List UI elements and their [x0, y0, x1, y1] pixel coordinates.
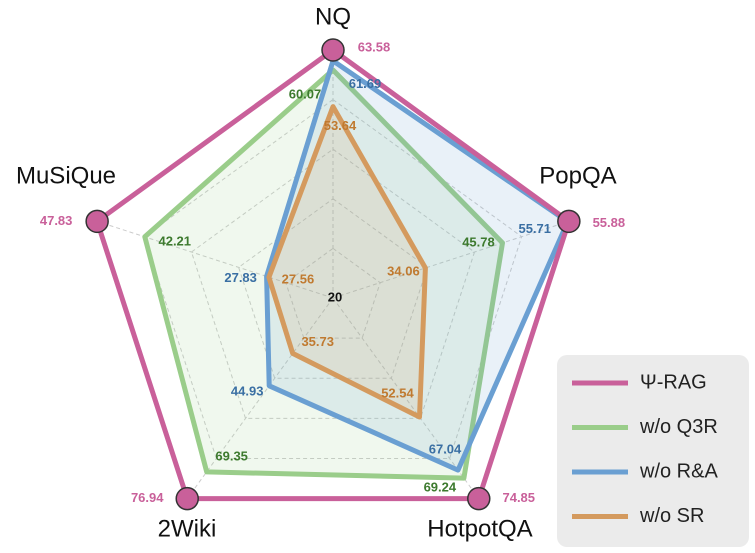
axis-label: 2Wiki	[158, 515, 217, 542]
grid-spoke	[96, 220, 334, 299]
radial-min-label: 20	[328, 289, 342, 304]
value-label: 74.85	[502, 490, 535, 505]
value-label: 44.93	[231, 383, 264, 398]
vertex-marker	[85, 209, 109, 234]
grid-ring	[238, 198, 428, 379]
value-label: 69.24	[424, 480, 457, 495]
plot-area: 60.07 45.78 69.24 69.35 42.21 61.69 55.71 67.04…	[40, 38, 626, 511]
series-polygon	[94, 47, 572, 502]
value-label: 61.69	[349, 76, 382, 91]
vertex-marker	[467, 486, 491, 511]
value-label: 34.06	[387, 263, 420, 278]
grid-spoke	[332, 297, 480, 499]
legend-label: Ψ-RAG	[640, 371, 707, 393]
vertex-marker	[175, 486, 199, 511]
value-label: 47.83	[40, 213, 73, 228]
value-label: 69.35	[215, 448, 248, 463]
value-label: 67.04	[429, 442, 462, 457]
vertex-marker	[321, 38, 345, 62]
axis-label: MuSiQue	[16, 162, 116, 189]
value-label: 53.64	[324, 118, 357, 133]
series-polygon	[266, 104, 428, 420]
legend-label: w/o Q3R	[639, 416, 718, 438]
value-label: 76.94	[131, 490, 164, 505]
value-label: 27.56	[282, 272, 315, 287]
legend-label: w/o SR	[639, 505, 704, 527]
legend: Ψ-RAG w/o Q3R w/o R&A w/o SR	[557, 355, 749, 547]
legend-box	[557, 355, 749, 547]
value-label: 35.73	[301, 334, 334, 349]
axis-label: HotpotQA	[427, 515, 532, 542]
value-label: 60.07	[289, 86, 322, 101]
value-label: 27.83	[224, 270, 257, 285]
value-label: 55.71	[518, 221, 551, 236]
grid-spoke	[332, 220, 570, 299]
series-polygon	[142, 67, 505, 481]
axis-label: PopQA	[539, 162, 616, 189]
value-label: 63.58	[358, 39, 391, 54]
vertex-marker	[557, 209, 581, 234]
value-label: 55.88	[593, 215, 626, 230]
axis-label: NQ	[315, 3, 351, 30]
value-label: 45.78	[462, 234, 495, 249]
value-label: 42.21	[158, 233, 191, 248]
grid-ring	[190, 148, 476, 419]
legend-label: w/o R&A	[639, 460, 718, 482]
value-label: 52.54	[381, 385, 414, 400]
grid-ring	[143, 98, 523, 460]
grid-spoke	[186, 297, 334, 499]
